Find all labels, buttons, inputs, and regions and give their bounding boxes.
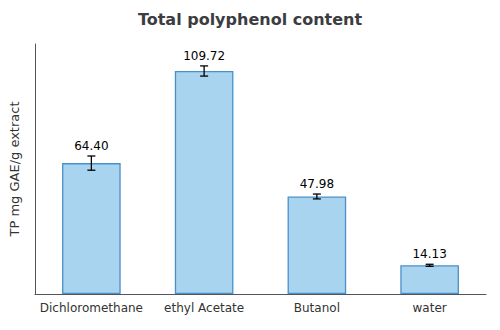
svg-text:109.72: 109.72 <box>183 49 225 63</box>
svg-text:water: water <box>413 301 447 315</box>
svg-text:14.13: 14.13 <box>412 247 446 261</box>
svg-text:64.40: 64.40 <box>74 139 108 153</box>
svg-text:Dichloromethane: Dichloromethane <box>40 301 143 315</box>
svg-text:Total polyphenol content: Total polyphenol content <box>138 10 363 29</box>
svg-text:47.98: 47.98 <box>300 177 334 191</box>
svg-text:Butanol: Butanol <box>294 301 340 315</box>
svg-text:ethyl Acetate: ethyl Acetate <box>164 301 244 315</box>
svg-text:TP mg GAE/g extract: TP mg GAE/g extract <box>7 101 22 237</box>
